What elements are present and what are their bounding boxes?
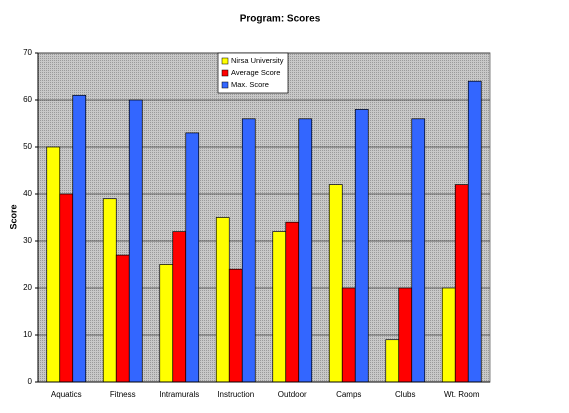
bar xyxy=(72,94,87,383)
legend-label: Nirsa University xyxy=(231,56,284,65)
x-tick-label: Outdoor xyxy=(278,390,307,399)
y-tick-label: 50 xyxy=(23,142,32,151)
bar xyxy=(228,268,243,383)
bar xyxy=(46,146,61,383)
bar xyxy=(128,99,143,383)
bar xyxy=(185,132,200,383)
bar xyxy=(398,287,413,383)
bar xyxy=(441,287,456,383)
bar xyxy=(328,184,343,383)
bar xyxy=(385,339,400,383)
legend-swatch xyxy=(221,57,229,65)
bar xyxy=(215,217,230,383)
y-tick-label: 0 xyxy=(28,377,33,386)
legend-swatch xyxy=(221,81,229,89)
x-tick-label: Wt. Room xyxy=(444,390,480,399)
legend-label: Max. Score xyxy=(231,80,269,89)
x-tick-label: Intramurals xyxy=(159,390,199,399)
x-tick-label: Camps xyxy=(336,390,361,399)
bar xyxy=(241,118,256,383)
y-tick-label: 20 xyxy=(23,283,32,292)
bar xyxy=(102,198,117,383)
x-tick-label: Fitness xyxy=(110,390,136,399)
bar xyxy=(159,264,174,383)
legend-label: Average Score xyxy=(231,68,280,77)
legend-swatch xyxy=(221,69,229,77)
x-tick-label: Instruction xyxy=(217,390,254,399)
bar xyxy=(354,109,369,383)
bar xyxy=(411,118,426,383)
bar xyxy=(59,193,74,383)
y-tick-label: 40 xyxy=(23,189,32,198)
x-tick-label: Aquatics xyxy=(51,390,82,399)
bar xyxy=(341,287,356,383)
bar xyxy=(172,231,187,383)
y-tick-label: 30 xyxy=(23,236,32,245)
bar xyxy=(454,184,469,383)
bar xyxy=(298,118,313,383)
x-tick-label: Clubs xyxy=(395,390,415,399)
y-tick-label: 70 xyxy=(23,48,32,57)
y-tick-label: 10 xyxy=(23,330,32,339)
chart-title: Program: Scores xyxy=(240,14,321,25)
bar xyxy=(272,231,287,383)
bar xyxy=(467,80,482,383)
y-axis-label: Score xyxy=(8,204,18,229)
bar xyxy=(115,254,130,383)
legend-box xyxy=(217,52,289,94)
y-tick-label: 60 xyxy=(23,95,32,104)
bar xyxy=(285,221,300,383)
